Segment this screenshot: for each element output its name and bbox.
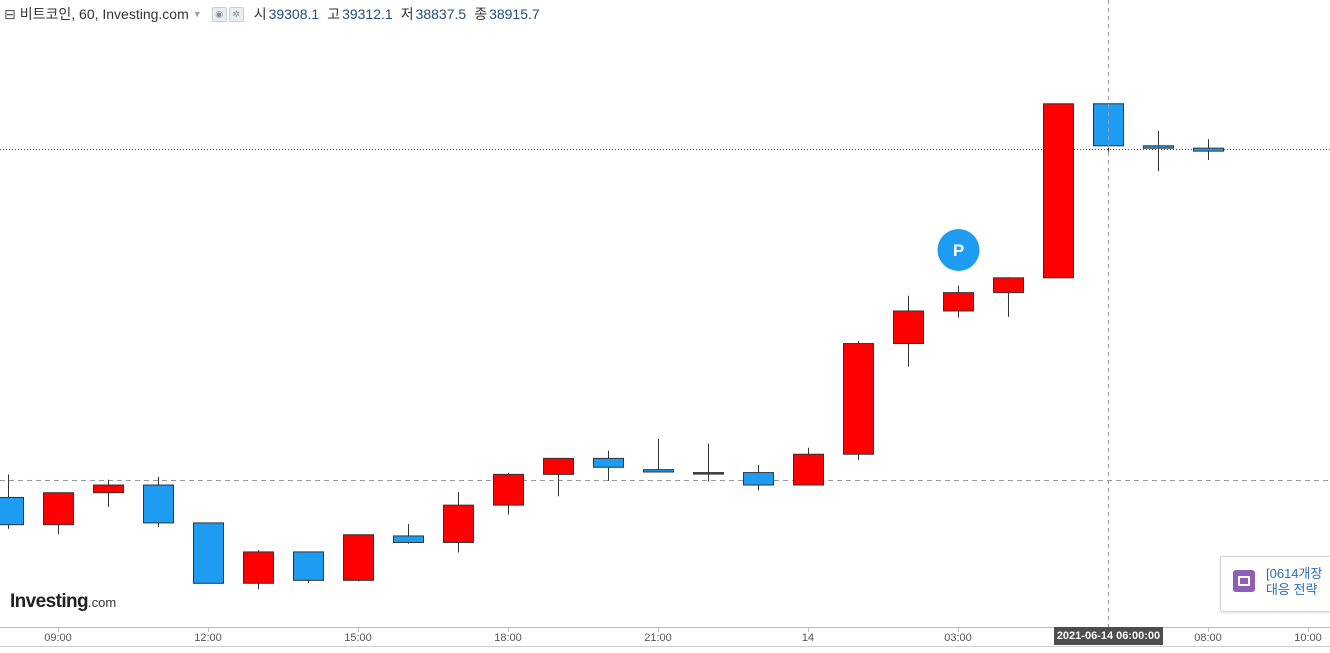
candle-body-down: [143, 484, 174, 524]
candle-body-up: [43, 492, 74, 526]
annotation-layer: P: [937, 229, 980, 271]
collapse-square-icon[interactable]: ⊟: [4, 5, 16, 22]
candle-body-down: [393, 535, 424, 543]
candle[interactable]: [43, 492, 74, 535]
x-tick-label: 08:00: [1194, 632, 1222, 644]
low-value: 38837.5: [415, 6, 467, 22]
candle[interactable]: [93, 479, 124, 507]
marker-circle: [937, 229, 980, 271]
x-tick-label: 09:00: [44, 632, 72, 644]
x-tick-label: 18:00: [494, 632, 522, 644]
candle[interactable]: [893, 295, 924, 367]
x-tick-label: 21:00: [644, 632, 672, 644]
candle-body-down: [593, 457, 624, 468]
x-tick-label: 10:00: [1294, 632, 1322, 644]
candle[interactable]: [293, 551, 324, 584]
p-marker[interactable]: P: [937, 229, 980, 271]
candle[interactable]: [743, 464, 774, 491]
symbol-title[interactable]: 비트코인, 60, Investing.com: [19, 6, 189, 22]
candle-body-up: [943, 292, 974, 312]
candle[interactable]: [0, 474, 24, 529]
candle[interactable]: [443, 492, 474, 553]
candle-body-up: [843, 343, 874, 455]
candle[interactable]: [543, 457, 574, 497]
candle-body-down: [1193, 147, 1224, 152]
candle-body-up: [543, 457, 574, 475]
candle-body-up: [993, 277, 1024, 294]
candle-body-up: [893, 310, 924, 345]
gear-icon[interactable]: ✲: [228, 6, 244, 22]
candle-body-down: [293, 551, 324, 581]
candle-body-down: [193, 522, 224, 584]
x-axis-ticks: 09:00 12:00 15:00 18:00 21:00 14 03:00 08:00 10:…: [44, 628, 1322, 644]
candle-body-up: [93, 484, 124, 494]
open-value: 39308.1: [268, 6, 320, 22]
candle-body-up: [243, 551, 274, 584]
news-line-1: [0614개장: [1266, 566, 1323, 581]
close-label: 종: [474, 6, 488, 22]
candle-body-down: [743, 472, 774, 486]
news-icon: [1233, 570, 1255, 592]
candle[interactable]: [1193, 139, 1224, 161]
candle[interactable]: [343, 534, 374, 582]
investing-logo[interactable]: Investing.com: [10, 591, 116, 613]
open-label: 시: [253, 6, 267, 22]
x-tick-label: 03:00: [944, 632, 972, 644]
news-line-2: 대응 전략: [1266, 582, 1318, 597]
candle[interactable]: [643, 438, 674, 473]
candle-body-down: [0, 496, 24, 526]
candle-body-down: [643, 469, 674, 473]
candle[interactable]: [243, 550, 274, 590]
candle-body-up: [343, 534, 374, 581]
candle[interactable]: [843, 341, 874, 461]
marker-label: P: [953, 241, 964, 260]
candle[interactable]: [793, 447, 824, 486]
candle-body-up: [793, 453, 824, 486]
candle[interactable]: [693, 443, 724, 482]
candle[interactable]: [493, 472, 524, 515]
candle[interactable]: [1143, 131, 1174, 172]
candle-body-up: [493, 473, 524, 506]
x-tick-label: 15:00: [344, 632, 372, 644]
logo-brand: Investing: [10, 591, 89, 612]
low-label: 저: [400, 6, 414, 22]
candle-series: [0, 103, 1224, 590]
candle[interactable]: [593, 450, 624, 481]
news-popup[interactable]: [0614개장 대응 전략: [1220, 556, 1330, 612]
high-value: 39312.1: [342, 6, 393, 22]
candle[interactable]: [993, 277, 1024, 317]
candle[interactable]: [193, 522, 224, 584]
close-value: 38915.7: [489, 6, 540, 22]
candle[interactable]: [143, 476, 174, 528]
candle[interactable]: [1043, 103, 1074, 279]
reference-lines: [0, 149, 1330, 481]
crosshair-time-label: 2021-06-14 06:00:00: [1054, 627, 1163, 645]
candle-body-up: [1043, 103, 1074, 279]
x-tick-label: 14: [802, 632, 814, 644]
candle[interactable]: [393, 524, 424, 544]
chart-header: ⊟ 비트코인, 60, Investing.com ▼ ◉ ✲ 시 39308.1…: [4, 4, 540, 24]
candle[interactable]: [943, 285, 974, 318]
x-tick-label: 12:00: [194, 632, 222, 644]
news-text[interactable]: [0614개장 대응 전략: [1266, 566, 1322, 598]
candle-body-up: [693, 472, 724, 475]
candle-body-up: [443, 504, 474, 543]
eye-icon[interactable]: ◉: [211, 6, 227, 22]
chevron-down-icon[interactable]: ▼: [192, 9, 202, 19]
logo-suffix: .com: [88, 595, 117, 610]
candle-body-down: [1143, 145, 1174, 149]
high-label: 고: [327, 6, 341, 22]
